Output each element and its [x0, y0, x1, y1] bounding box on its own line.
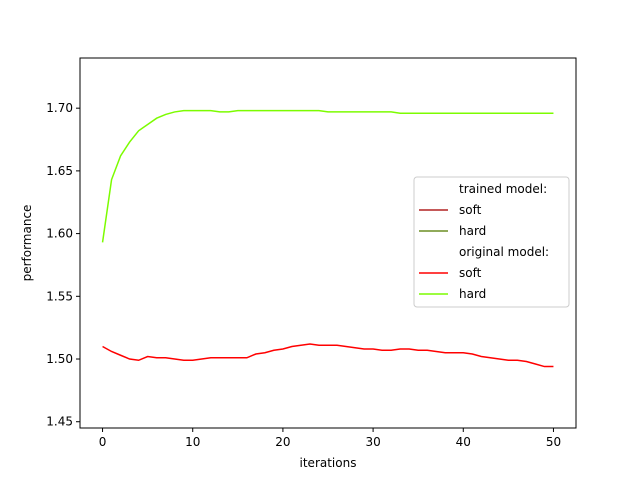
- y-tick-label: 1.55: [46, 289, 73, 303]
- legend-entry: soft: [459, 203, 482, 217]
- y-tick-label: 1.70: [46, 101, 73, 115]
- x-tick-label: 10: [185, 435, 200, 449]
- y-axis-ticks: 1.45 1.50 1.55 1.60 1.65 1.70: [46, 101, 80, 429]
- series-lines: [101, 109, 554, 368]
- x-tick-label: 50: [546, 435, 561, 449]
- x-axis-ticks: 0 10 20 30 40 50: [99, 428, 561, 449]
- legend-entry: hard: [459, 224, 486, 238]
- series-line-hard-1: [101, 109, 554, 243]
- legend-entry: hard: [459, 287, 486, 301]
- x-tick-label: 20: [275, 435, 290, 449]
- y-tick-label: 1.60: [46, 227, 73, 241]
- legend-entry: trained model:: [459, 182, 547, 196]
- x-tick-label: 0: [99, 435, 107, 449]
- legend-box: [413, 176, 570, 308]
- x-tick-label: 30: [365, 435, 380, 449]
- y-tick-label: 1.50: [46, 352, 73, 366]
- x-tick-label: 40: [456, 435, 471, 449]
- y-tick-label: 1.45: [46, 415, 73, 429]
- legend-entry: soft: [459, 266, 482, 280]
- y-axis-label: performance: [20, 205, 34, 282]
- legend: trained model: soft hard original model: sof…: [413, 176, 570, 308]
- legend-entry: original model:: [459, 245, 549, 259]
- plot-frame: [79, 57, 577, 429]
- series-line-soft-0: [102, 343, 554, 368]
- x-axis-label: iterations: [300, 456, 357, 470]
- y-tick-label: 1.65: [46, 164, 73, 178]
